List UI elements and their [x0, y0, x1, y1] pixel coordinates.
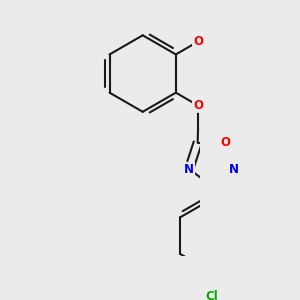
Text: Cl: Cl: [205, 290, 218, 300]
Text: O: O: [193, 99, 203, 112]
Text: O: O: [193, 35, 203, 48]
Text: O: O: [220, 136, 230, 149]
Text: N: N: [229, 163, 239, 176]
Text: N: N: [184, 163, 194, 176]
